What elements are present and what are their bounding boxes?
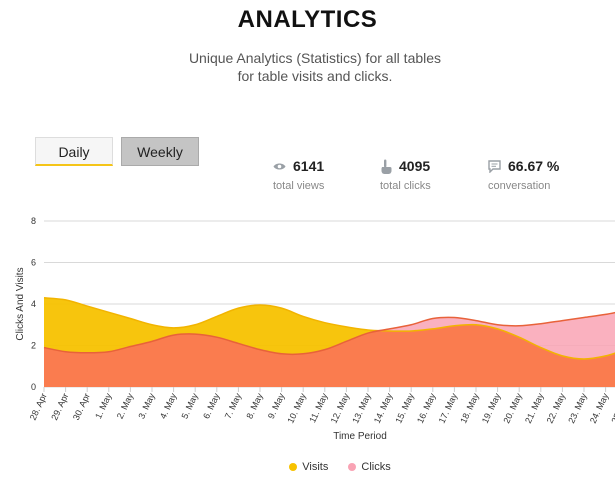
x-tick-label: 17. May	[437, 391, 460, 425]
stat-total-views: 6141 total views	[273, 158, 324, 192]
tab-weekly[interactable]: Weekly	[121, 137, 199, 166]
eye-icon	[273, 162, 286, 171]
legend-item-clicks[interactable]: Clicks	[348, 461, 391, 473]
x-tick-label: 19. May	[480, 391, 503, 425]
conversation-value: 66.67 %	[508, 158, 560, 174]
page-subtitle: Unique Analytics (Statistics) for all ta…	[0, 49, 615, 85]
total-views-label: total views	[273, 180, 325, 192]
x-tick-label: 14. May	[372, 391, 395, 425]
y-tick-label: 6	[31, 258, 36, 268]
legend-label-visits: Visits	[302, 461, 329, 473]
x-tick-label: 30. Apr	[71, 392, 92, 422]
legend-dot-clicks	[348, 463, 357, 471]
pointer-hand-icon	[380, 159, 392, 174]
x-tick-label: 21. May	[523, 391, 546, 425]
x-tick-label: 8. May	[244, 391, 265, 420]
x-tick-label: 3. May	[136, 391, 157, 420]
page-title: ANALYTICS	[237, 6, 378, 33]
total-clicks-label: total clicks	[380, 180, 431, 192]
analytics-area-chart: 0 2 4 6 8 28. Apr 29. Apr 30. Apr 1. May 2. May 3…	[15, 216, 615, 442]
stat-total-clicks: 4095 total clicks	[380, 158, 431, 192]
tab-daily[interactable]: Daily	[35, 137, 113, 166]
x-tick-label: 7. May	[223, 391, 244, 420]
y-axis-title: Clicks And Visits	[15, 267, 26, 340]
x-tick-label: 11. May	[307, 391, 330, 424]
series-clicks-line	[43, 311, 615, 356]
x-tick-label: 5. May	[180, 391, 201, 420]
x-tick-label: 18. May	[458, 391, 481, 425]
conversation-label: conversation	[488, 180, 551, 192]
legend-dot-visits	[289, 463, 298, 471]
y-axis-ticks: 0 2 4 6 8	[31, 216, 36, 392]
subtitle-line-2: for table visits and clicks.	[237, 68, 393, 84]
x-tick-label: 22. May	[545, 391, 568, 425]
x-tick-label: 28. Apr	[28, 392, 49, 422]
x-tick-label: 12. May	[329, 391, 352, 425]
x-tick-label: 9. May	[266, 391, 287, 420]
x-tick-label: 13. May	[350, 391, 373, 425]
y-tick-label: 2	[31, 341, 36, 351]
legend-item-visits[interactable]: Visits	[289, 461, 328, 473]
legend-label-clicks: Clicks	[361, 461, 391, 473]
comment-icon	[488, 159, 501, 173]
stat-conversation: 66.67 % conversation	[488, 158, 559, 192]
y-tick-label: 8	[31, 216, 36, 226]
x-tick-label: 15. May	[393, 391, 416, 425]
x-tick-label: 1. May	[93, 391, 114, 420]
x-tick-label: 4. May	[158, 391, 179, 420]
x-tick-label: 24. May	[588, 391, 611, 425]
x-tick-label: 6. May	[201, 391, 222, 420]
subtitle-line-1: Unique Analytics (Statistics) for all ta…	[188, 50, 442, 66]
total-clicks-value: 4095	[399, 158, 431, 174]
x-tick-label: 16. May	[415, 391, 438, 425]
x-tick-label: 25. May	[609, 391, 615, 425]
x-tick-label: 10. May	[285, 391, 308, 425]
x-tick-label: 23. May	[566, 391, 589, 425]
chart-legend: Visits Clicks	[0, 461, 615, 473]
y-tick-label: 4	[31, 299, 36, 309]
total-views-value: 6141	[293, 158, 325, 174]
series-visits-line	[43, 297, 615, 360]
x-tick-label: 2. May	[115, 391, 136, 420]
x-axis-ticks: 28. Apr 29. Apr 30. Apr 1. May 2. May 3. May 4…	[28, 387, 615, 425]
x-tick-label: 29. Apr	[49, 392, 70, 422]
x-tick-label: 20. May	[501, 391, 524, 425]
x-axis-title: Time Period	[333, 431, 387, 442]
y-tick-label: 0	[31, 382, 36, 392]
